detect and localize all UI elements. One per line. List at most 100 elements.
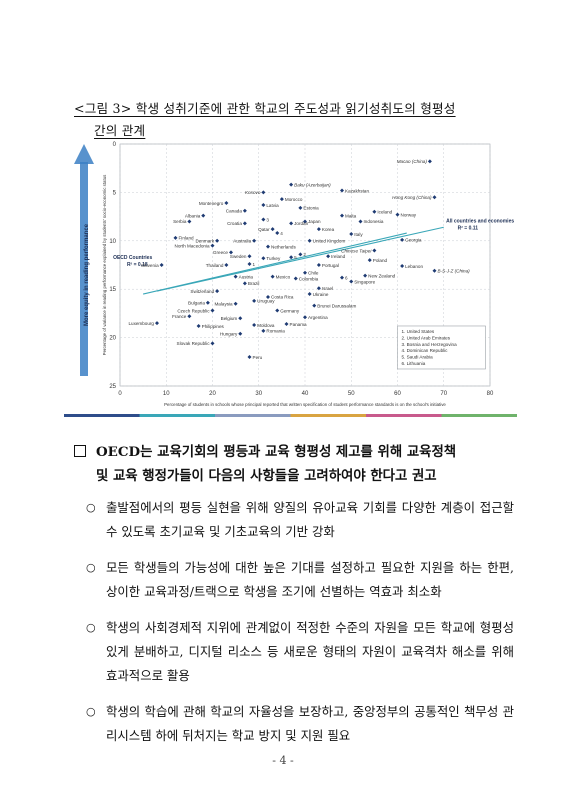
data-point bbox=[270, 227, 275, 232]
data-point bbox=[275, 231, 280, 236]
data-point bbox=[210, 243, 215, 248]
data-point bbox=[252, 298, 257, 303]
point-label: United Kingdom bbox=[313, 239, 346, 244]
point-label: 1 bbox=[253, 262, 256, 267]
point-label: France bbox=[172, 314, 187, 319]
point-label: Germany bbox=[280, 308, 300, 313]
y-tick-label: 20 bbox=[109, 336, 116, 342]
list-item: ○ 학생의 학습에 관해 학교의 자율성을 보장하고, 중앙정부의 공통적인 책… bbox=[74, 700, 514, 748]
point-label: Slovak Republic bbox=[177, 341, 211, 346]
data-point bbox=[215, 238, 220, 243]
page-number: - 4 - bbox=[272, 754, 294, 767]
data-point bbox=[427, 159, 432, 164]
point-label: Korea bbox=[322, 227, 335, 232]
data-point bbox=[261, 202, 266, 207]
legend-note-item: 1. United States bbox=[402, 329, 435, 334]
point-label: Georgia bbox=[405, 238, 422, 243]
trendline-r2-label: R² = 0.11 bbox=[458, 225, 479, 231]
point-label: Australia bbox=[233, 239, 251, 244]
data-point bbox=[247, 262, 252, 267]
data-point bbox=[400, 263, 405, 268]
point-label: Colombia bbox=[299, 276, 319, 281]
x-axis-label: Percentage of students in schools whose … bbox=[164, 402, 446, 407]
data-point bbox=[233, 274, 238, 279]
data-point bbox=[242, 208, 247, 213]
data-point bbox=[229, 250, 233, 255]
data-point bbox=[196, 323, 201, 328]
figure-caption: <그림 3> 학생 성취기준에 관한 학교의 주도성과 읽기성취도의 형평성 간… bbox=[74, 98, 504, 142]
point-label: Panama bbox=[290, 322, 308, 327]
point-label: Chinese Taipei bbox=[341, 248, 372, 253]
point-label: B-S-J-Z (China) bbox=[438, 269, 471, 274]
data-point bbox=[349, 279, 354, 284]
equity-arrow-label: More equity in reading performance bbox=[84, 223, 90, 326]
data-point bbox=[316, 263, 321, 267]
data-point bbox=[201, 213, 206, 218]
x-tick-label: 60 bbox=[394, 391, 401, 397]
data-point bbox=[289, 221, 294, 226]
caption-line-2: 간의 관계 bbox=[94, 123, 146, 138]
x-tick-label: 70 bbox=[440, 391, 447, 397]
data-point bbox=[358, 219, 363, 224]
point-label: Peru bbox=[253, 355, 263, 360]
y-tick-label: 5 bbox=[113, 190, 117, 196]
legend-note-item: 4. Dominican Republic bbox=[402, 348, 449, 353]
point-label: Italy bbox=[354, 232, 363, 237]
bullet-text: 출발점에서의 평등 실현을 위해 양질의 유아교육 기회를 다양한 계층이 접근… bbox=[106, 500, 514, 539]
data-point bbox=[316, 227, 321, 232]
point-label: Brunei Darussalam bbox=[317, 303, 356, 308]
figure-bottom-rule bbox=[64, 414, 140, 417]
figure-bottom-rule bbox=[215, 414, 291, 417]
point-label: Luxembourg bbox=[128, 321, 154, 326]
legend-note-item: 3. Bosnia and Herzegovina bbox=[402, 342, 458, 347]
point-label: Estonia bbox=[303, 206, 319, 211]
data-point bbox=[326, 254, 331, 259]
data-point bbox=[307, 238, 312, 243]
data-point bbox=[303, 315, 307, 320]
data-point bbox=[242, 221, 247, 226]
data-point bbox=[261, 256, 266, 261]
trendline-r2-label: R² = 0.18 bbox=[127, 262, 148, 268]
data-point bbox=[275, 308, 280, 313]
x-tick-label: 40 bbox=[302, 391, 309, 397]
data-point bbox=[340, 213, 344, 218]
data-point bbox=[252, 238, 257, 243]
data-point bbox=[312, 303, 317, 308]
bullet-list: ○ 출발점에서의 평등 실현을 위해 양질의 유아교육 기회를 다양한 계층이 … bbox=[74, 496, 514, 748]
x-tick-label: 0 bbox=[118, 391, 122, 397]
point-label: 6 bbox=[345, 275, 348, 280]
data-point bbox=[242, 281, 247, 286]
data-point bbox=[270, 274, 275, 279]
y-axis-label: Percentage of variance in reading perfor… bbox=[102, 174, 107, 356]
heading-line-2: 및 교육 행정가들이 다음의 사항들을 고려하여야 한다고 권고 bbox=[96, 468, 437, 484]
data-point bbox=[432, 195, 437, 200]
point-label: 3 bbox=[266, 217, 269, 222]
figure-bottom-rule bbox=[441, 414, 517, 417]
point-label: Uruguay bbox=[257, 299, 275, 304]
y-tick-label: 25 bbox=[109, 384, 116, 390]
point-label: Brazil bbox=[248, 281, 260, 286]
data-point bbox=[349, 232, 354, 237]
point-label: Moldova bbox=[257, 323, 275, 328]
data-point bbox=[400, 237, 405, 242]
caption-line-1: <그림 3> 학생 성취기준에 관한 학교의 주도성과 읽기성취도의 형평성 bbox=[74, 101, 456, 116]
point-label: Singapore bbox=[354, 279, 375, 284]
data-point bbox=[340, 188, 344, 193]
data-point bbox=[215, 289, 220, 294]
point-label: Philippines bbox=[202, 324, 225, 329]
data-point bbox=[279, 197, 284, 202]
circle-bullet-icon: ○ bbox=[86, 621, 96, 634]
point-label: North Macedonia bbox=[175, 243, 210, 248]
data-point bbox=[173, 235, 178, 240]
legend-note-item: 5. Saudi Arabia bbox=[402, 355, 434, 360]
data-point bbox=[363, 273, 368, 278]
point-label: Iceland bbox=[377, 210, 392, 215]
point-label: Ireland bbox=[331, 254, 345, 259]
point-label: Albania bbox=[185, 213, 201, 218]
bullet-text: 학생의 사회경제적 지위에 관계없이 적정한 수준의 자원을 모든 학교에 형평… bbox=[106, 620, 514, 683]
data-point bbox=[372, 248, 377, 253]
trendline bbox=[156, 226, 444, 292]
figure-bottom-rule bbox=[139, 414, 215, 417]
data-point bbox=[367, 258, 372, 263]
